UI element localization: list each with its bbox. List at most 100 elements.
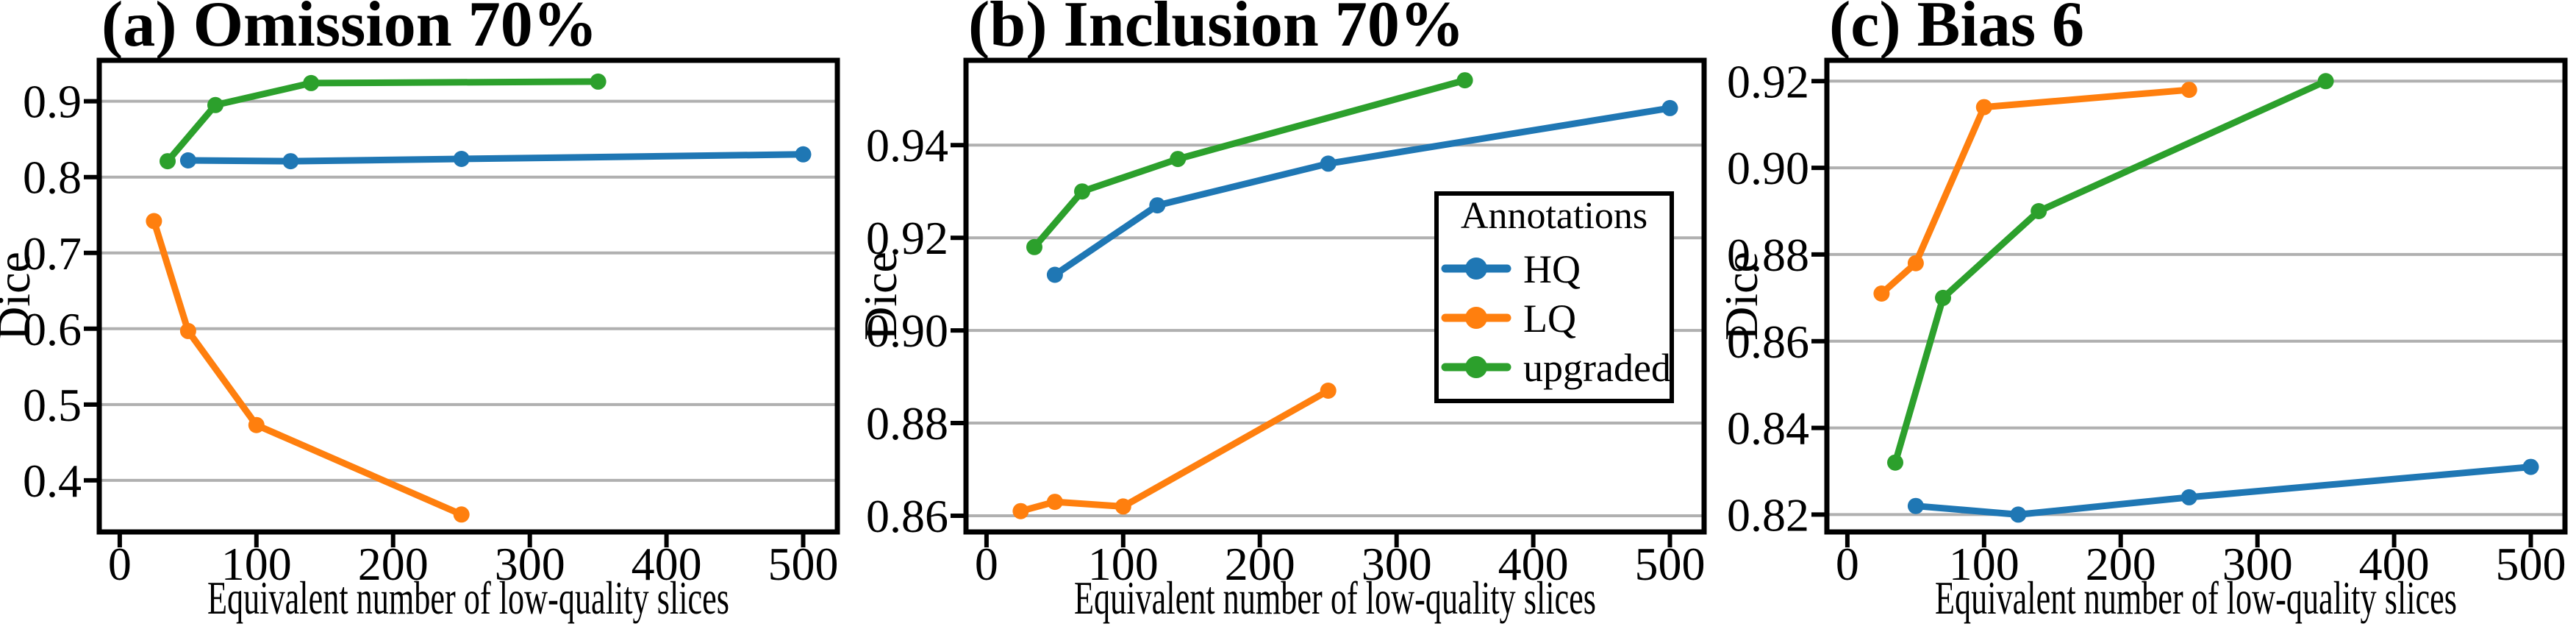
chart-title-c: (c) Bias 6 [1829,0,2084,60]
data-point-upgraded-c [1935,289,1951,306]
series-line-HQ-c [1912,464,2534,518]
axes-spines [96,57,840,535]
data-point-LQ-b [1012,503,1029,519]
data-point-upgraded-a [303,74,320,91]
x-tick-label: 400 [2359,538,2430,590]
x-tick-label: 100 [221,538,292,590]
legend-marker [1465,356,1487,378]
chart-panel-b: 0 100 200 300 400 500 0.86 0.88 0.90 0.92 0.94 (b) … [854,0,1707,624]
y-tick-label: 0.7 [23,227,82,280]
legend-label: HQ [1523,247,1581,291]
x-tick-label: 400 [632,538,702,590]
x-tick-label: 0 [108,538,132,590]
x-tick-label: 200 [2086,538,2156,590]
x-tick-label: 100 [1949,538,2019,590]
y-tick-label: 0.84 [1727,402,1809,455]
data-point-LQ-c [1975,99,1992,116]
chart-panel-a: 0 100 200 300 400 500 0.4 0.5 0.6 0.7 0.8 0.9 (a) Om… [0,0,840,624]
y-tick-label: 0.86 [866,490,948,542]
y-tick-label: 0.88 [866,397,948,450]
x-tick-label: 300 [495,538,565,590]
legend-label: LQ [1523,297,1576,341]
y-tick-label: 0.9 [23,76,82,128]
data-point-LQ-b [1320,383,1337,399]
x-tick-label: 0 [975,538,998,590]
data-point-HQ-a [453,151,470,167]
data-point-LQ-a [453,506,470,523]
y-tick-label: 0.5 [23,379,82,431]
y-axis-label-c: Dice [1715,252,1767,341]
legend-marker [1465,307,1487,329]
legend-entry-upgraded: upgraded [1441,346,1671,390]
y-tick-label: 0.90 [866,305,948,357]
x-tick-label: 100 [1088,538,1159,590]
series-line-upgraded-c [1892,77,2330,466]
y-axis-label-b: Dice [854,252,906,341]
data-point-upgraded-c [1887,454,1903,471]
y-tick-label: 0.90 [1727,142,1809,194]
data-point-HQ-b [1661,99,1678,116]
series-line-upgraded-b [1031,77,1469,251]
data-point-upgraded-a [160,153,176,170]
data-point-LQ-c [1907,255,1924,271]
series-line-LQ-c [1878,86,2193,297]
data-point-LQ-b [1046,494,1063,511]
data-point-LQ-a [248,416,265,433]
x-axis-label-a: Equivalent number of low-quality slices [207,572,729,624]
plot-background [99,60,837,532]
data-point-LQ-a [146,213,162,230]
data-point-LQ-c [2180,82,2197,99]
y-tick-label: 0.82 [1727,489,1809,541]
data-point-LQ-c [1873,285,1890,302]
legend: Annotations HQ LQ upgraded [1434,191,1674,403]
legend-entry-LQ: LQ [1441,297,1576,341]
x-tick-label: 300 [1362,538,1432,590]
y-tick-label: 0.92 [1727,55,1809,107]
data-point-HQ-b [1320,155,1337,172]
data-point-HQ-b [1149,197,1166,214]
data-point-upgraded-b [1170,151,1187,168]
data-point-upgraded-c [2031,203,2047,219]
data-point-HQ-c [1907,497,1924,514]
chart-title-b: (b) Inclusion 70% [968,0,1464,60]
y-tick-label: 0.8 [23,152,82,204]
x-tick-label: 500 [1635,538,1706,590]
y-tick-label: 0.86 [1727,316,1809,368]
series-line-upgraded-a [164,78,602,165]
axes-spines [963,57,1707,535]
data-point-HQ-b [1046,266,1063,283]
axes-spines [1824,57,2568,535]
data-point-LQ-b [1115,498,1131,515]
chart-panel-c: 0 100 200 300 400 500 0.82 0.84 0.86 0.88 0.90 0.92… [1715,0,2568,624]
y-tick-label: 0.94 [866,119,948,171]
series-line-HQ-a [185,151,806,165]
data-point-upgraded-a [590,73,607,90]
legend-marker [1465,258,1487,280]
data-point-upgraded-a [207,96,223,113]
data-point-upgraded-b [1026,238,1042,255]
x-tick-label: 500 [768,538,839,590]
legend-label: upgraded [1523,346,1671,390]
y-tick-label: 0.92 [866,212,948,264]
x-tick-label: 300 [2222,538,2293,590]
y-tick-label: 0.6 [23,303,82,355]
data-point-HQ-a [282,153,299,170]
data-point-HQ-a [795,146,812,163]
legend-title: Annotations [1461,195,1647,237]
x-tick-label: 0 [1836,538,1859,590]
chart-title-a: (a) Omission 70% [101,0,598,60]
data-point-upgraded-b [1456,72,1473,89]
legend-entry-HQ: HQ [1441,247,1581,291]
data-point-LQ-a [179,322,196,339]
series-line-LQ-b [1017,387,1332,515]
data-point-upgraded-b [1074,183,1090,200]
y-axis-label-a: Dice [0,252,40,341]
series-line-LQ-a [150,218,465,518]
series-line-HQ-b [1051,104,1673,278]
x-axis-label-c: Equivalent number of low-quality slices [1935,572,2457,624]
x-tick-label: 400 [1498,538,1569,590]
data-point-HQ-c [2522,458,2539,475]
data-point-HQ-a [179,152,196,168]
